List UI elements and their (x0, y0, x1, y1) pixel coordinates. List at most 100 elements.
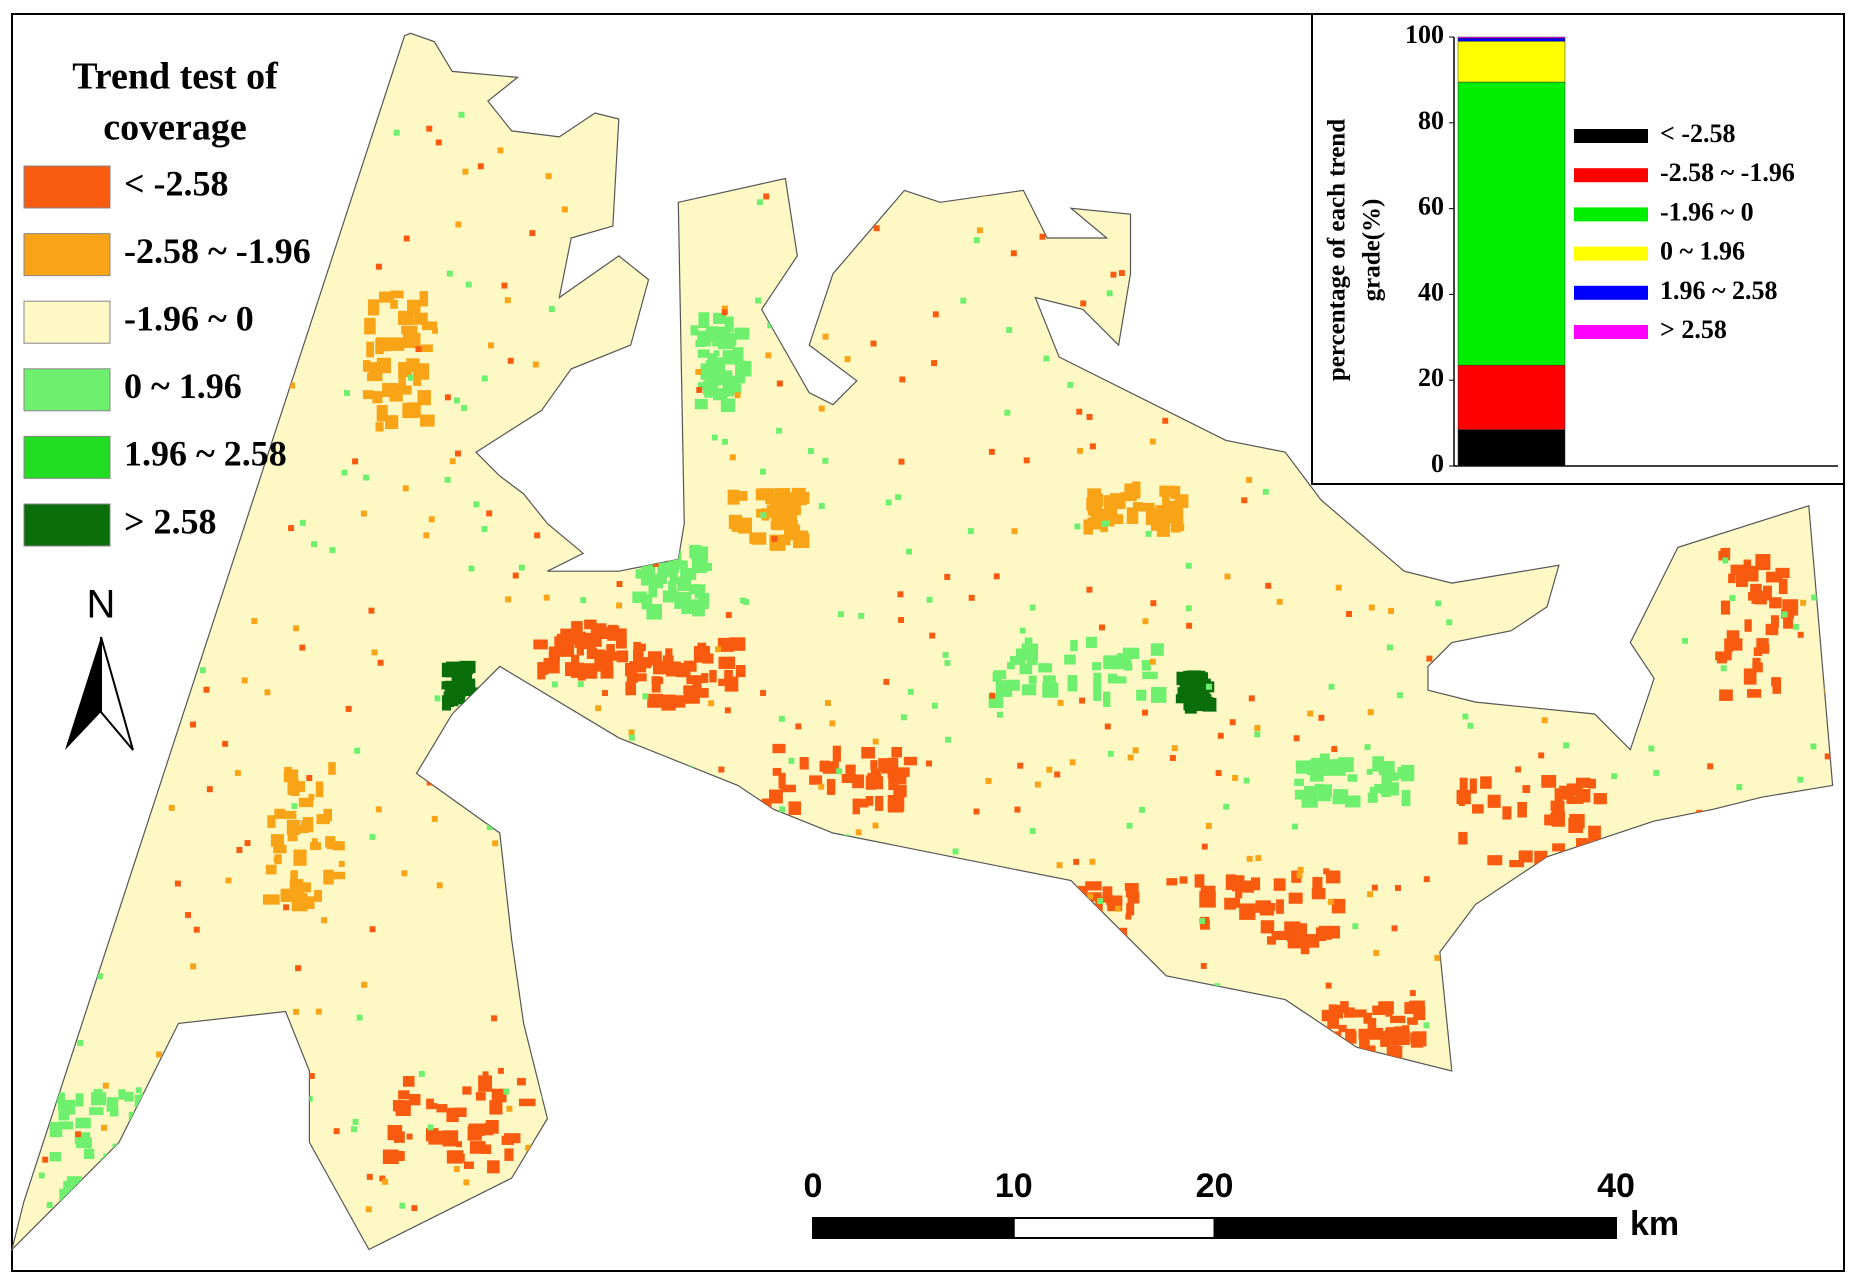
pixel (1769, 597, 1782, 609)
pixel (1729, 595, 1736, 601)
pixel (1568, 817, 1584, 833)
legend-label: 0 ~ 1.96 (1660, 237, 1745, 266)
pixel (1197, 693, 1208, 706)
pixel (756, 199, 763, 206)
pixel (1754, 590, 1767, 605)
pixel (1010, 250, 1017, 257)
pixel (415, 346, 422, 353)
pixel (1755, 554, 1771, 571)
pixel (1090, 512, 1101, 530)
pixel (1006, 661, 1015, 670)
pixel (1171, 745, 1178, 752)
pixel (722, 438, 728, 445)
pixel (1171, 510, 1184, 524)
pixel (543, 594, 550, 601)
pixel (1550, 800, 1565, 811)
pixel (1112, 676, 1127, 684)
pixel (836, 768, 843, 775)
pixel (492, 840, 499, 847)
pixel (1467, 722, 1474, 729)
pixel (75, 1093, 84, 1107)
pixel (788, 801, 801, 815)
pixel (996, 683, 1006, 693)
pixel (1019, 663, 1033, 675)
pixel (1223, 803, 1230, 810)
legend-label: 1.96 ~ 2.58 (124, 434, 287, 474)
pixel (1064, 654, 1076, 665)
pixel (632, 591, 647, 603)
pixel (457, 679, 471, 690)
pixel (1103, 655, 1118, 670)
pixel (299, 644, 306, 651)
pixel (870, 760, 878, 770)
pixel (780, 784, 796, 793)
pixel (1371, 884, 1378, 891)
pixel (1778, 578, 1788, 595)
pixel (1079, 697, 1086, 704)
pixel (392, 1100, 406, 1112)
pixel (1325, 870, 1341, 884)
pixel (872, 822, 879, 829)
pixel (1139, 806, 1145, 813)
pixel (1262, 488, 1269, 495)
pixel (306, 1095, 313, 1102)
legend-swatch (1574, 168, 1648, 183)
pixel (642, 693, 649, 700)
pixel (299, 519, 306, 526)
pixel (1724, 638, 1733, 653)
pixel (676, 592, 692, 602)
pixel (1390, 1015, 1406, 1024)
pixel (1200, 962, 1207, 969)
pixel (38, 1172, 45, 1179)
pixel (985, 778, 992, 784)
pixel (1566, 789, 1575, 804)
pixel (560, 628, 573, 641)
pixel (525, 1144, 532, 1151)
pixel (1145, 530, 1152, 537)
pixel (561, 206, 568, 213)
pixel (1391, 925, 1398, 932)
pixel (648, 583, 658, 598)
pixel (1125, 913, 1132, 920)
pixel (58, 1110, 70, 1121)
pixel (1241, 497, 1248, 504)
pixel (1188, 694, 1199, 709)
pixel (1381, 770, 1389, 786)
pixel (740, 597, 747, 604)
pixel (333, 1128, 340, 1135)
pixel (251, 618, 258, 625)
pixel (694, 584, 706, 599)
pixel (759, 468, 766, 475)
pixel (468, 565, 475, 572)
pixel (512, 572, 519, 579)
pixel (1367, 792, 1378, 803)
pixel (382, 1149, 399, 1165)
pixel (721, 305, 728, 312)
pixel (369, 926, 376, 933)
pixel (1056, 862, 1063, 869)
pixel (683, 687, 700, 704)
pixel (1386, 644, 1393, 651)
pixel (1345, 1028, 1356, 1041)
pixel (462, 674, 470, 683)
legend-label: < -2.58 (1660, 119, 1735, 148)
patches (11, 37, 1833, 1250)
pixel (1284, 921, 1301, 937)
pixel (1273, 878, 1286, 891)
pixel (699, 687, 709, 698)
pixel (1127, 891, 1140, 904)
pixel (616, 639, 627, 649)
pixel (382, 383, 399, 397)
pixel (1575, 789, 1591, 803)
pixel (1162, 417, 1169, 424)
pixel (885, 499, 892, 506)
pixel (743, 598, 750, 605)
pixel (1369, 1027, 1384, 1040)
pixel (1295, 760, 1309, 774)
pixel (478, 1075, 493, 1092)
pixel (1563, 742, 1570, 749)
pixel (973, 808, 980, 815)
pixel (1124, 883, 1139, 891)
bar-segment (1457, 364, 1566, 430)
pixel (822, 457, 829, 464)
